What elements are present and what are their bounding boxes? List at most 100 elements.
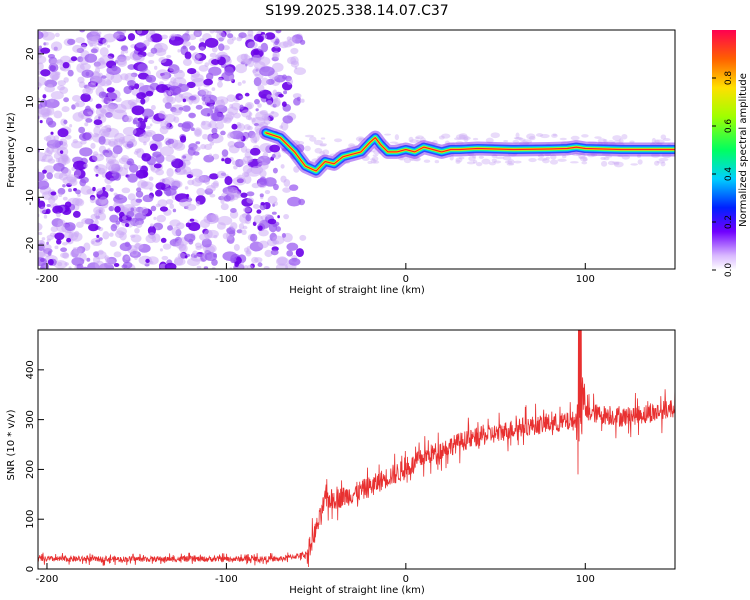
heatmap-noise-cell (150, 47, 158, 54)
heatmap-noise-cell (182, 105, 191, 112)
snr-y-tick-label: 300 (25, 410, 36, 429)
heatmap-haze-cell (506, 163, 515, 166)
heatmap-noise-cell (75, 189, 81, 195)
heatmap-noise-cell (143, 141, 147, 146)
heatmap-noise-cell (274, 40, 279, 46)
heatmap-noise-cell (155, 203, 161, 208)
heatmap-noise-cell (74, 102, 80, 108)
heatmap-noise-cell (109, 214, 119, 223)
heatmap-noise-cell (90, 142, 96, 149)
heatmap-noise-cell (246, 191, 255, 197)
heatmap-noise-cell (224, 176, 233, 186)
heatmap-noise-cell (209, 133, 224, 144)
heatmap-noise-cell (102, 186, 106, 192)
heatmap-haze-cell (475, 162, 483, 167)
heatmap-noise-cell (110, 73, 123, 84)
heatmap-noise-cell (92, 251, 100, 258)
heatmap-noise-cell (62, 241, 68, 246)
heatmap-noise-cell (201, 238, 212, 248)
heatmap-noise-cell (57, 262, 63, 267)
colorbar-ticks: 0.0 0.2 0.4 0.6 0.8 (712, 71, 734, 277)
heatmap-noise-cell (148, 60, 155, 64)
heatmap-noise-cell (50, 58, 59, 66)
heatmap-noise-cell (61, 106, 70, 113)
heatmap-noise-cell (124, 72, 136, 83)
heatmap-noise-cell (204, 178, 210, 185)
colorbar-tick-label: 0.8 (724, 71, 734, 86)
heatmap-haze-cell (458, 156, 465, 160)
heatmap-noise-cell (186, 81, 196, 89)
heatmap-noise-cell (54, 232, 65, 241)
heatmap-noise-cell (283, 214, 290, 220)
heatmap-haze-cell (528, 157, 537, 163)
heatmap-noise-cell (193, 151, 200, 156)
heatmap-noise-cell (209, 103, 215, 110)
heatmap-noise-cell (181, 121, 194, 129)
heatmap-haze-cell (370, 158, 376, 161)
heatmap-noise-cell (184, 186, 189, 190)
heatmap-haze-cell (542, 158, 550, 164)
heatmap-noise-cell (162, 243, 172, 250)
heatmap-haze-cell (663, 138, 671, 142)
heatmap-noise-cell (59, 150, 64, 154)
heatmap-noise-cell (130, 234, 142, 243)
heatmap-noise-cell (54, 32, 60, 38)
heatmap-noise-cell (83, 163, 88, 168)
heatmap-noise-cell (266, 100, 273, 105)
heatmap-noise-cell (80, 185, 92, 195)
heatmap-noise-cell (251, 182, 260, 189)
heatmap-noise-cell (167, 225, 173, 231)
heatmap-noise-cell (135, 169, 149, 179)
heatmap-noise-cell (155, 154, 165, 164)
heatmap-noise-cell (105, 79, 113, 86)
heatmap-noise-cell (226, 132, 234, 139)
heatmap-haze-cell (322, 149, 330, 156)
heatmap-noise-cell (120, 50, 125, 56)
heatmap-haze-cell (403, 157, 412, 164)
heatmap-haze-cell (660, 161, 666, 167)
heatmap-noise-cell (81, 69, 94, 78)
heatmap-noise-cell (40, 69, 51, 77)
heatmap-noise-cell (163, 90, 172, 98)
heatmap-noise-cell (271, 46, 281, 53)
heatmap-noise-cell (242, 58, 252, 65)
heatmap-noise-cell (113, 251, 122, 258)
heatmap-noise-cell (243, 124, 251, 131)
snr-y-tick-label: 100 (25, 510, 36, 529)
heatmap-noise-cell (38, 222, 43, 232)
heatmap-noise-cell (252, 67, 261, 77)
heatmap-haze-cell (441, 133, 451, 139)
heatmap-noise-cell (45, 117, 54, 126)
heatmap-noise-cell (240, 192, 248, 198)
heatmap-noise-cell (167, 138, 175, 145)
heatmap-noise-cell (198, 233, 210, 241)
heatmap-haze-cell (581, 134, 589, 138)
heatmap-noise-cell (227, 185, 232, 190)
heatmap-noise-cell (107, 147, 111, 152)
heatmap-noise-cell (258, 56, 271, 66)
heatmap-noise-cell (282, 187, 291, 193)
heatmap-noise-cell (286, 242, 299, 251)
heatmap-noise-cell (254, 98, 260, 105)
heatmap-noise-cell (231, 102, 241, 111)
heatmap-haze-cell (295, 140, 305, 146)
heatmap-noise-cell (189, 218, 195, 222)
heatmap-noise-cell (97, 249, 104, 255)
heatmap-noise-cell (98, 207, 104, 213)
heatmap-noise-cell (136, 30, 143, 35)
heatmap-haze-cell (658, 157, 669, 162)
heatmap-noise-cell (164, 262, 177, 269)
heatmap-noise-cell (72, 197, 83, 206)
heatmap-haze-cell (569, 161, 579, 164)
heatmap-noise-cell (90, 213, 100, 220)
heatmap-noise-cell (38, 97, 41, 103)
heatmap-noise-cell (78, 132, 91, 141)
heatmap-haze-cell (535, 133, 544, 137)
heatmap-noise-cell (46, 234, 54, 240)
heatmap-haze-cell (472, 159, 478, 164)
heatmap-noise-cell (114, 206, 121, 213)
heatmap-noise-cell (33, 234, 36, 238)
heatmap-noise-cell (199, 46, 205, 51)
